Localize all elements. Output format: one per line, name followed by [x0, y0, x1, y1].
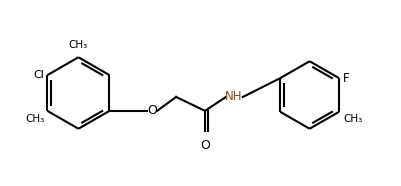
Text: Cl: Cl [34, 70, 45, 80]
Text: O: O [147, 104, 157, 117]
Text: CH₃: CH₃ [25, 114, 45, 124]
Text: O: O [200, 139, 210, 152]
Text: NH: NH [225, 90, 243, 103]
Text: CH₃: CH₃ [69, 40, 88, 50]
Text: F: F [343, 72, 350, 85]
Text: CH₃: CH₃ [343, 114, 362, 124]
